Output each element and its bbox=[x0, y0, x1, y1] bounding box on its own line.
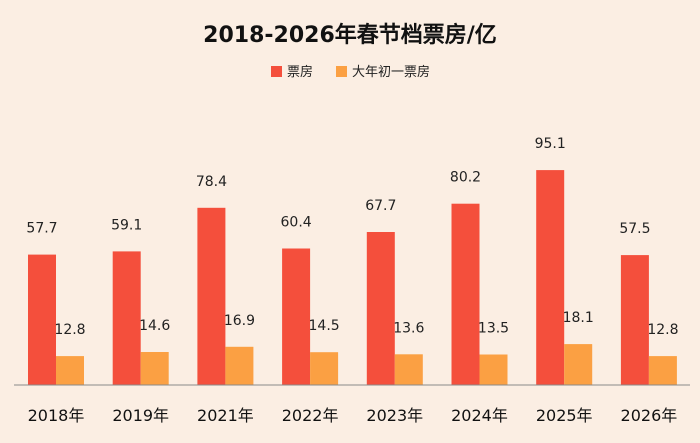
data-label-first-day-box-office-4: 13.6 bbox=[393, 320, 424, 336]
x-tick-label-6: 2025年 bbox=[536, 406, 593, 425]
bar-box-office-0[interactable] bbox=[28, 254, 56, 385]
bar-box-office-2[interactable] bbox=[197, 207, 226, 385]
x-tick-labels-layer: 2018年 2019年 2021年 2022年 2023年 2024年 2025年 2026年 bbox=[28, 406, 678, 425]
data-label-box-office-5: 80.2 bbox=[450, 170, 481, 186]
data-label-first-day-box-office-5: 13.5 bbox=[478, 321, 509, 337]
bar-first-day-box-office-4[interactable] bbox=[394, 354, 423, 385]
x-tick-label-4: 2023年 bbox=[366, 406, 423, 425]
bar-first-day-box-office-3[interactable] bbox=[310, 352, 339, 385]
x-tick-label-3: 2022年 bbox=[282, 406, 339, 425]
data-label-first-day-box-office-0: 12.8 bbox=[54, 322, 85, 338]
data-label-box-office-2: 78.4 bbox=[196, 174, 227, 190]
bar-box-office-4[interactable] bbox=[366, 232, 395, 385]
bar-box-office-6[interactable] bbox=[536, 170, 565, 385]
bar-first-day-box-office-5[interactable] bbox=[479, 354, 508, 386]
legend-swatch-box-office bbox=[271, 66, 282, 77]
bar-first-day-box-office-0[interactable] bbox=[56, 356, 84, 385]
bar-box-office-1[interactable] bbox=[112, 251, 141, 385]
bar-box-office-5[interactable] bbox=[451, 203, 480, 385]
x-tick-label-1: 2019年 bbox=[112, 406, 169, 425]
data-label-first-day-box-office-3: 14.5 bbox=[309, 318, 340, 334]
data-label-box-office-1: 59.1 bbox=[111, 217, 142, 233]
data-label-box-office-7: 57.5 bbox=[619, 221, 650, 237]
legend-label-box-office: 票房 bbox=[287, 64, 313, 80]
data-label-first-day-box-office-6: 18.1 bbox=[563, 310, 594, 326]
x-tick-label-5: 2024年 bbox=[451, 406, 508, 425]
x-tick-label-2: 2021年 bbox=[197, 406, 254, 425]
data-label-first-day-box-office-2: 16.9 bbox=[224, 313, 255, 329]
data-label-first-day-box-office-1: 14.6 bbox=[139, 318, 170, 334]
legend-swatch-first-day-box-office bbox=[336, 66, 347, 77]
data-label-first-day-box-office-7: 12.8 bbox=[647, 322, 678, 338]
legend-item-box-office[interactable]: 票房 bbox=[271, 64, 313, 80]
legend-label-first-day-box-office: 大年初一票房 bbox=[352, 64, 430, 80]
data-labels-layer: 57.7 12.8 59.1 14.6 78.4 16.9 60.4 14.5 67.7 13.6… bbox=[26, 136, 678, 338]
bar-first-day-box-office-1[interactable] bbox=[140, 352, 169, 385]
bar-first-day-box-office-6[interactable] bbox=[564, 344, 593, 385]
data-label-box-office-4: 67.7 bbox=[365, 198, 396, 214]
data-label-box-office-6: 95.1 bbox=[535, 136, 566, 152]
legend-item-first-day-box-office[interactable]: 大年初一票房 bbox=[336, 64, 430, 80]
bar-box-office-3[interactable] bbox=[282, 248, 311, 386]
bar-first-day-box-office-2[interactable] bbox=[225, 346, 254, 385]
x-tick-label-7: 2026年 bbox=[621, 406, 678, 425]
chart-title: 2018-2026年春节档票房/亿 bbox=[203, 22, 497, 48]
x-tick-label-0: 2018年 bbox=[28, 406, 85, 425]
legend: 票房 大年初一票房 bbox=[271, 64, 430, 80]
data-label-box-office-3: 60.4 bbox=[281, 215, 312, 231]
bars-layer bbox=[28, 170, 677, 385]
data-label-box-office-0: 57.7 bbox=[26, 221, 57, 237]
bar-box-office-7[interactable] bbox=[620, 255, 649, 385]
bar-first-day-box-office-7[interactable] bbox=[648, 356, 677, 385]
